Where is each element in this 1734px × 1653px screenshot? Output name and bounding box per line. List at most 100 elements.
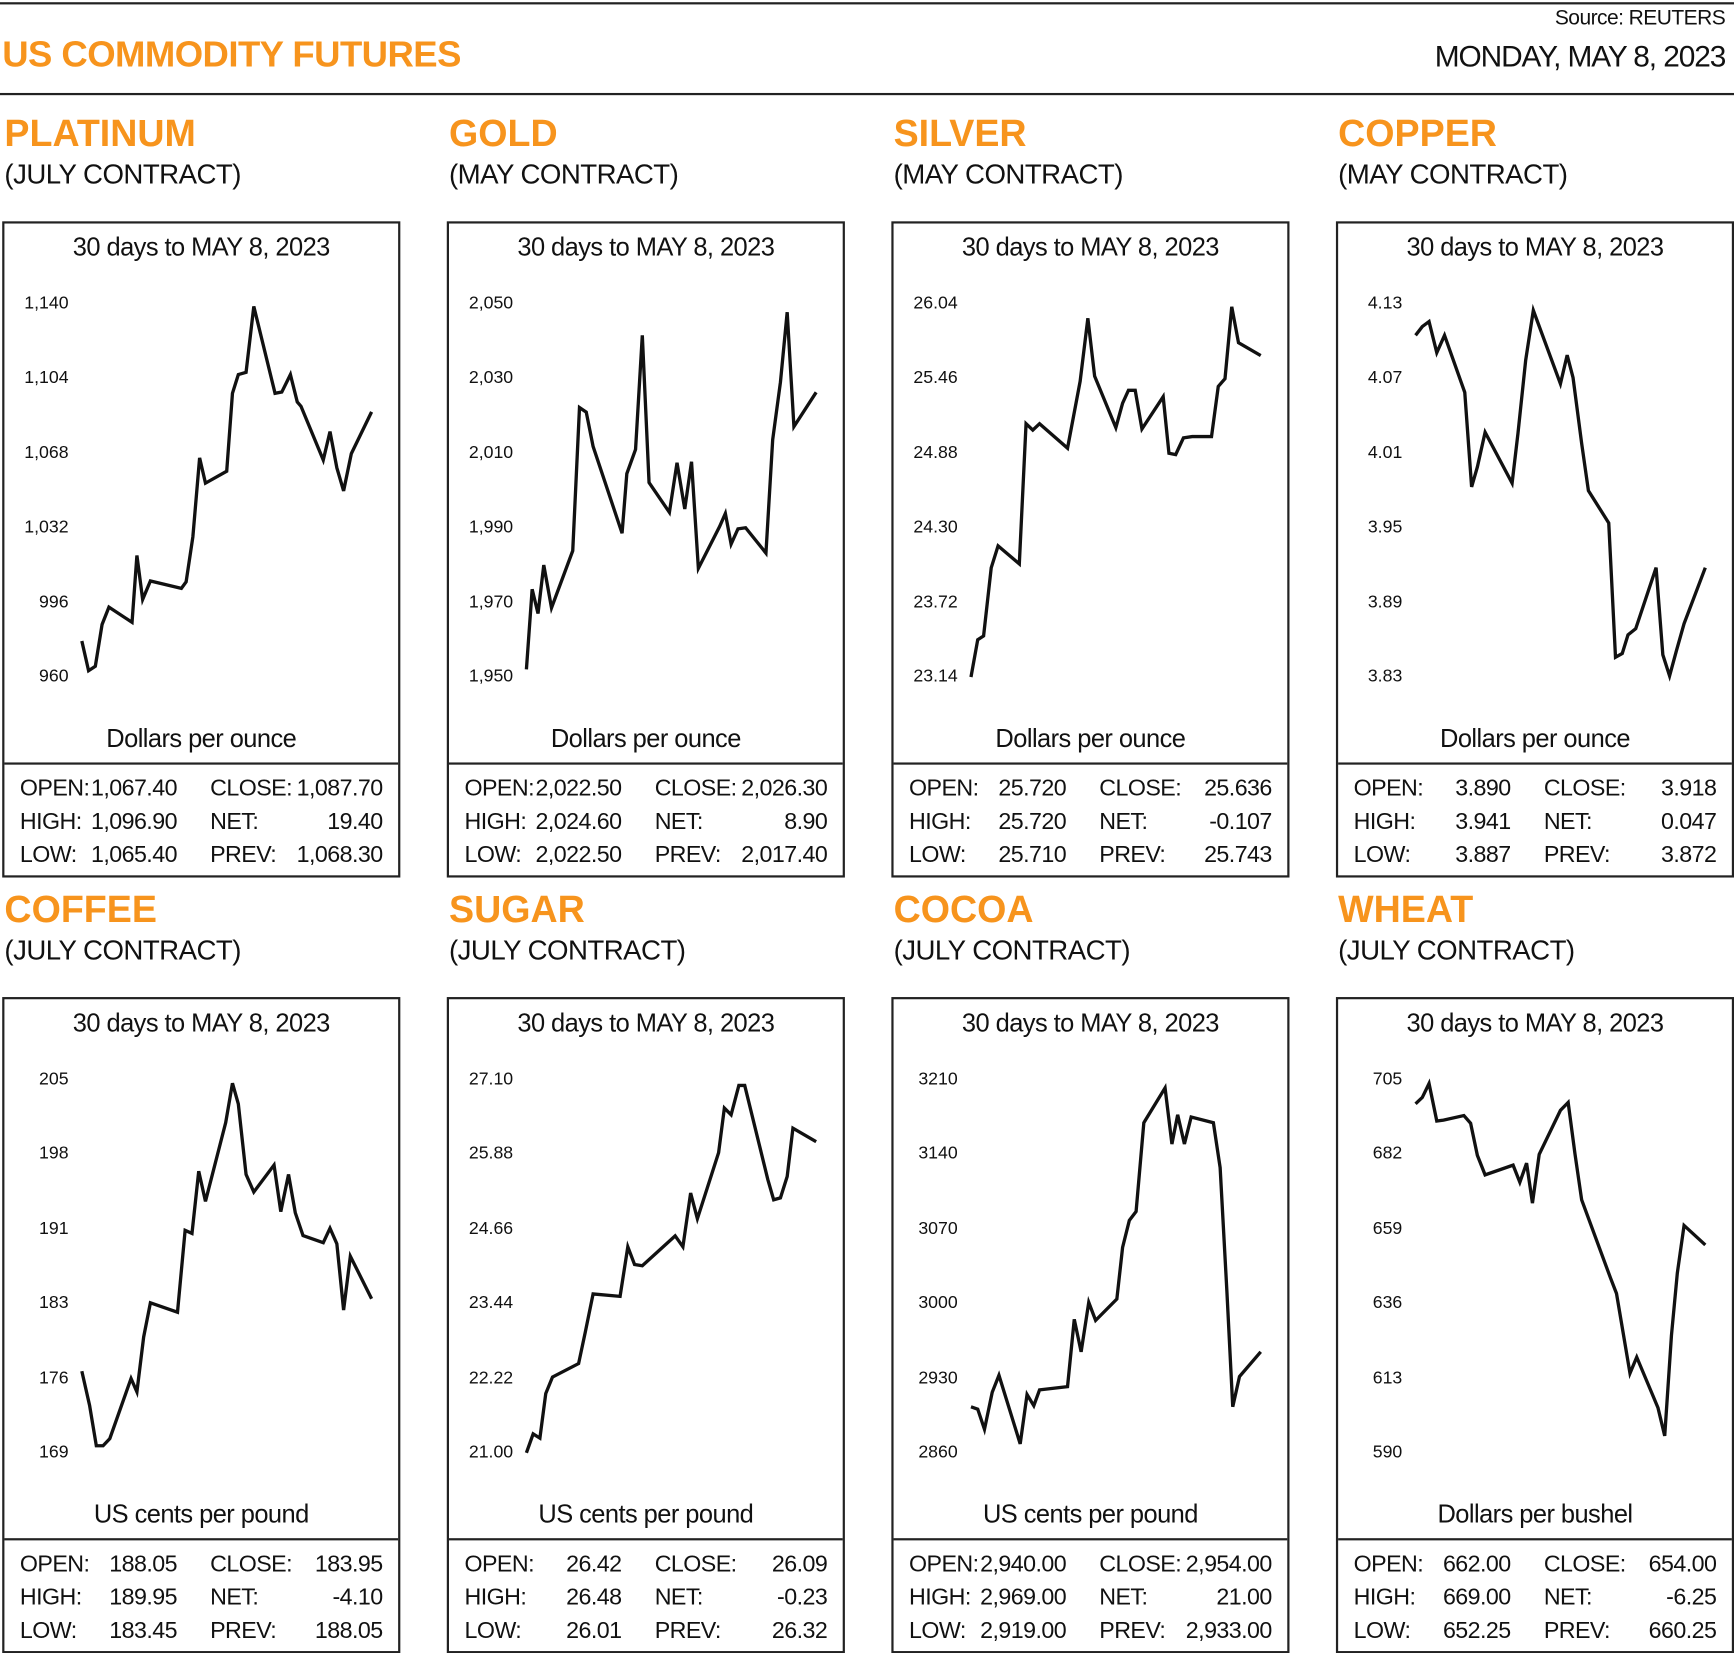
stat-label-prev: PREV: bbox=[210, 842, 277, 868]
stat-label-high: HIGH: bbox=[909, 808, 971, 835]
stat-value-low: 652.25 bbox=[1442, 1617, 1511, 1644]
stat-value-prev: 26.32 bbox=[771, 1617, 828, 1644]
contract-label: (JULY CONTRACT) bbox=[4, 159, 241, 191]
unit-label: Dollars per ounce bbox=[550, 723, 742, 753]
unit-label: Dollars per ounce bbox=[995, 723, 1186, 753]
stat-label-prev: PREV: bbox=[1543, 1617, 1611, 1644]
y-tick-label: 2860 bbox=[918, 1443, 958, 1462]
chart-box: 30 days to MAY 8, 2023 2,050 2,030 2,010 1,9… bbox=[446, 221, 845, 878]
y-tick-label: 25.46 bbox=[913, 368, 958, 388]
unit-label: Dollars per bushel bbox=[1437, 1499, 1633, 1529]
chart-title: 30 days to MAY 8, 2023 bbox=[517, 232, 775, 262]
y-tick-label: 3000 bbox=[918, 1293, 958, 1313]
y-tick-label: 1,068 bbox=[24, 443, 69, 463]
y-tick-label: 3.95 bbox=[1367, 518, 1403, 537]
stat-label-high: HIGH: bbox=[19, 1584, 82, 1611]
stat-label-prev: PREV: bbox=[654, 1617, 722, 1644]
stat-value-close: 3.918 bbox=[1660, 775, 1717, 802]
stat-value-high: 189.95 bbox=[109, 1584, 177, 1611]
stat-value-close: 2,954.00 bbox=[1185, 1551, 1273, 1577]
chart-box: 30 days to MAY 8, 2023 205 198 191 183 176 169… bbox=[2, 997, 401, 1653]
stat-value-prev: 3.872 bbox=[1660, 842, 1717, 868]
stat-value-low: 183.45 bbox=[109, 1617, 177, 1644]
y-tick-label: 2,050 bbox=[468, 294, 514, 314]
stat-label-low: LOW: bbox=[909, 842, 966, 868]
line-plot bbox=[970, 1082, 1262, 1445]
stat-label-net: NET: bbox=[210, 1584, 259, 1611]
y-tick-label: 2,030 bbox=[468, 368, 514, 388]
stats-divider bbox=[1338, 762, 1732, 765]
chart-title: 30 days to MAY 8, 2023 bbox=[517, 1008, 775, 1037]
chart-title: 30 days to MAY 8, 2023 bbox=[72, 1008, 331, 1037]
chart-box: 30 days to MAY 8, 2023 3210 3140 3070 3000 29… bbox=[891, 997, 1290, 1653]
stat-value-net: -6.25 bbox=[1666, 1584, 1717, 1611]
y-tick-label: 191 bbox=[39, 1219, 69, 1239]
stat-label-prev: PREV: bbox=[1099, 1617, 1166, 1644]
price-line bbox=[1414, 303, 1707, 682]
stat-value-net: 0.047 bbox=[1660, 808, 1717, 835]
stat-label-close: CLOSE: bbox=[1543, 1551, 1626, 1577]
y-tick-label: 205 bbox=[39, 1070, 69, 1089]
y-tick-label: 1,990 bbox=[468, 518, 514, 537]
line-plot bbox=[80, 306, 374, 674]
unit-label: US cents per pound bbox=[538, 1499, 754, 1529]
stats-divider bbox=[448, 762, 843, 765]
stat-label-high: HIGH: bbox=[1353, 1584, 1416, 1611]
stats-divider bbox=[893, 762, 1288, 765]
price-line bbox=[524, 312, 818, 670]
y-tick-label: 1,104 bbox=[24, 368, 69, 388]
stat-value-prev: 1,068.30 bbox=[296, 842, 384, 868]
stats-divider bbox=[448, 1538, 843, 1541]
stat-label-prev: PREV: bbox=[654, 842, 722, 868]
y-tick-label: 3.89 bbox=[1367, 592, 1403, 612]
y-tick-label: 960 bbox=[39, 667, 69, 687]
y-tick-label: 4.01 bbox=[1367, 443, 1403, 463]
y-tick-label: 3070 bbox=[918, 1219, 958, 1239]
y-tick-label: 2,010 bbox=[468, 443, 514, 463]
stat-value-high: 26.48 bbox=[566, 1584, 622, 1611]
chart-title: 30 days to MAY 8, 2023 bbox=[961, 1008, 1220, 1037]
stat-label-net: NET: bbox=[654, 1584, 704, 1611]
stat-label-low: LOW: bbox=[1353, 1617, 1411, 1644]
top-rule bbox=[0, 2, 1734, 5]
chart-box: 30 days to MAY 8, 2023 1,140 1,104 1,068 1,0… bbox=[2, 221, 401, 878]
stat-value-open: 188.05 bbox=[109, 1551, 177, 1577]
stat-value-high: 669.00 bbox=[1442, 1584, 1511, 1611]
stat-value-close: 2,026.30 bbox=[741, 775, 828, 802]
y-tick-label: 198 bbox=[39, 1144, 69, 1164]
stat-value-open: 26.42 bbox=[566, 1551, 622, 1577]
stat-value-net: 21.00 bbox=[1216, 1584, 1272, 1611]
contract-label: (MAY CONTRACT) bbox=[893, 159, 1124, 191]
line-plot bbox=[969, 306, 1262, 678]
commodity-name: SUGAR bbox=[448, 888, 585, 931]
stats-divider bbox=[4, 762, 399, 765]
stat-label-prev: PREV: bbox=[1099, 842, 1166, 868]
chart-box: 30 days to MAY 8, 2023 27.10 25.88 24.66 23.… bbox=[446, 997, 845, 1653]
stat-label-net: NET: bbox=[1099, 808, 1148, 835]
y-tick-label: 21.00 bbox=[468, 1443, 514, 1462]
stat-label-open: OPEN: bbox=[19, 1551, 90, 1577]
y-tick-label: 176 bbox=[39, 1368, 69, 1388]
price-line bbox=[524, 1083, 817, 1454]
y-tick-label: 22.22 bbox=[468, 1368, 514, 1388]
stat-label-net: NET: bbox=[1543, 1584, 1593, 1611]
stat-value-open: 662.00 bbox=[1442, 1551, 1511, 1577]
stat-value-net: 19.40 bbox=[327, 808, 383, 835]
stat-label-close: CLOSE: bbox=[654, 775, 737, 802]
stat-value-open: 3.890 bbox=[1455, 775, 1511, 802]
stat-label-open: OPEN: bbox=[909, 775, 979, 802]
chart-title: 30 days to MAY 8, 2023 bbox=[961, 232, 1220, 262]
commodity-name: SILVER bbox=[893, 112, 1027, 155]
chart-box: 30 days to MAY 8, 2023 26.04 25.46 24.88 24.… bbox=[891, 221, 1290, 878]
line-plot bbox=[1414, 1078, 1707, 1437]
stat-label-high: HIGH: bbox=[19, 808, 82, 835]
stat-value-open: 2,940.00 bbox=[980, 1551, 1067, 1577]
chart-title: 30 days to MAY 8, 2023 bbox=[1406, 232, 1664, 262]
y-tick-label: 24.66 bbox=[468, 1219, 514, 1239]
stat-label-open: OPEN: bbox=[1353, 775, 1424, 802]
stat-label-open: OPEN: bbox=[1353, 1551, 1424, 1577]
stat-label-net: NET: bbox=[1543, 808, 1593, 835]
stat-value-net: 8.90 bbox=[784, 808, 828, 835]
stat-value-net: -4.10 bbox=[332, 1584, 383, 1611]
stat-label-net: NET: bbox=[1099, 1584, 1148, 1611]
